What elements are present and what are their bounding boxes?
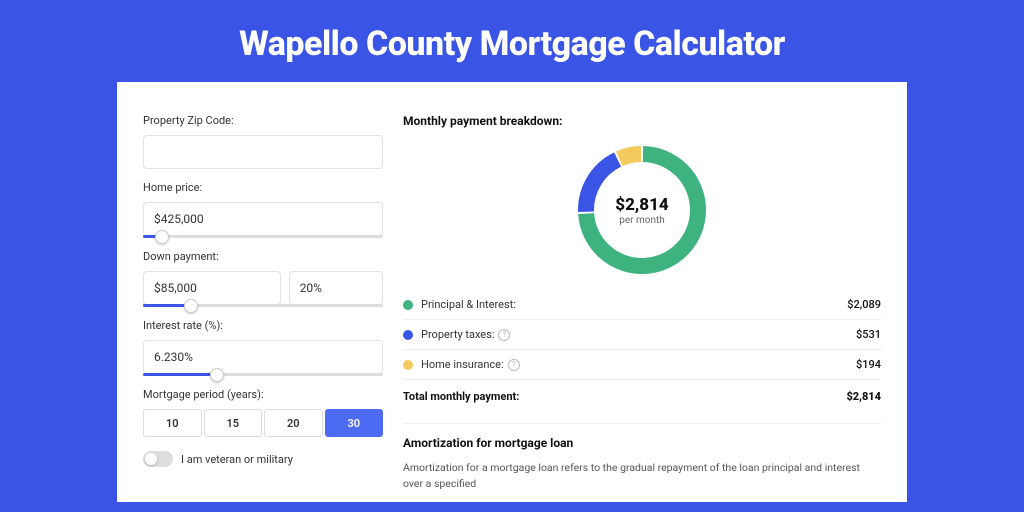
period-label: Mortgage period (years):: [143, 388, 383, 401]
legend-dot-icon: [403, 330, 413, 340]
amortization-text: Amortization for a mortgage loan refers …: [403, 460, 881, 492]
legend-row-2: Home insurance:?$194: [403, 350, 881, 379]
legend-label: Property taxes:?: [421, 328, 856, 341]
price-label: Home price:: [143, 181, 383, 194]
price-slider[interactable]: [143, 235, 383, 238]
amortization-section: Amortization for mortgage loan Amortizat…: [403, 423, 881, 492]
help-icon[interactable]: ?: [498, 329, 510, 341]
rate-slider[interactable]: [143, 373, 383, 376]
down-amount-input[interactable]: [143, 271, 281, 305]
total-row: Total monthly payment: $2,814: [403, 379, 881, 417]
period-btn-20[interactable]: 20: [264, 409, 323, 437]
breakdown-panel: Monthly payment breakdown: $2,814 per mo…: [403, 114, 881, 502]
total-label: Total monthly payment:: [403, 390, 846, 403]
breakdown-title: Monthly payment breakdown:: [403, 114, 881, 128]
zip-label: Property Zip Code:: [143, 114, 383, 127]
rate-slider-thumb[interactable]: [210, 368, 224, 382]
zip-group: Property Zip Code:: [143, 114, 383, 169]
zip-input[interactable]: [143, 135, 383, 169]
donut-center-sub: per month: [619, 215, 665, 226]
price-input[interactable]: [143, 202, 383, 236]
calculator-card: Property Zip Code: Home price: Down paym…: [117, 82, 907, 502]
help-icon[interactable]: ?: [508, 359, 520, 371]
amortization-title: Amortization for mortgage loan: [403, 436, 881, 450]
legend: Principal & Interest:$2,089Property taxe…: [403, 290, 881, 379]
period-btn-30[interactable]: 30: [325, 409, 384, 437]
legend-value: $194: [856, 358, 881, 371]
legend-label: Principal & Interest:: [421, 298, 847, 311]
donut-chart-wrap: $2,814 per month: [403, 138, 881, 290]
legend-label: Home insurance:?: [421, 358, 856, 371]
price-group: Home price:: [143, 181, 383, 238]
period-btn-15[interactable]: 15: [204, 409, 263, 437]
form-panel: Property Zip Code: Home price: Down paym…: [143, 114, 383, 502]
legend-value: $2,089: [847, 298, 881, 311]
donut-center-value: $2,814: [615, 195, 668, 215]
period-group: Mortgage period (years): 10152030: [143, 388, 383, 437]
period-buttons: 10152030: [143, 409, 383, 437]
down-slider-thumb[interactable]: [184, 299, 198, 313]
period-btn-10[interactable]: 10: [143, 409, 202, 437]
down-label: Down payment:: [143, 250, 383, 263]
rate-label: Interest rate (%):: [143, 319, 383, 332]
legend-value: $531: [856, 328, 881, 341]
down-slider[interactable]: [143, 304, 383, 307]
legend-dot-icon: [403, 300, 413, 310]
legend-dot-icon: [403, 360, 413, 370]
page-title: Wapello County Mortgage Calculator: [0, 0, 1024, 82]
legend-row-0: Principal & Interest:$2,089: [403, 290, 881, 320]
rate-input[interactable]: [143, 340, 383, 374]
veteran-label: I am veteran or military: [181, 453, 293, 466]
down-group: Down payment:: [143, 250, 383, 307]
veteran-row: I am veteran or military: [143, 451, 383, 467]
legend-row-1: Property taxes:?$531: [403, 320, 881, 350]
rate-group: Interest rate (%):: [143, 319, 383, 376]
total-value: $2,814: [846, 390, 881, 403]
donut-chart: $2,814 per month: [578, 146, 706, 274]
veteran-toggle[interactable]: [143, 451, 173, 467]
price-slider-thumb[interactable]: [155, 230, 169, 244]
down-percent-input[interactable]: [289, 271, 383, 305]
